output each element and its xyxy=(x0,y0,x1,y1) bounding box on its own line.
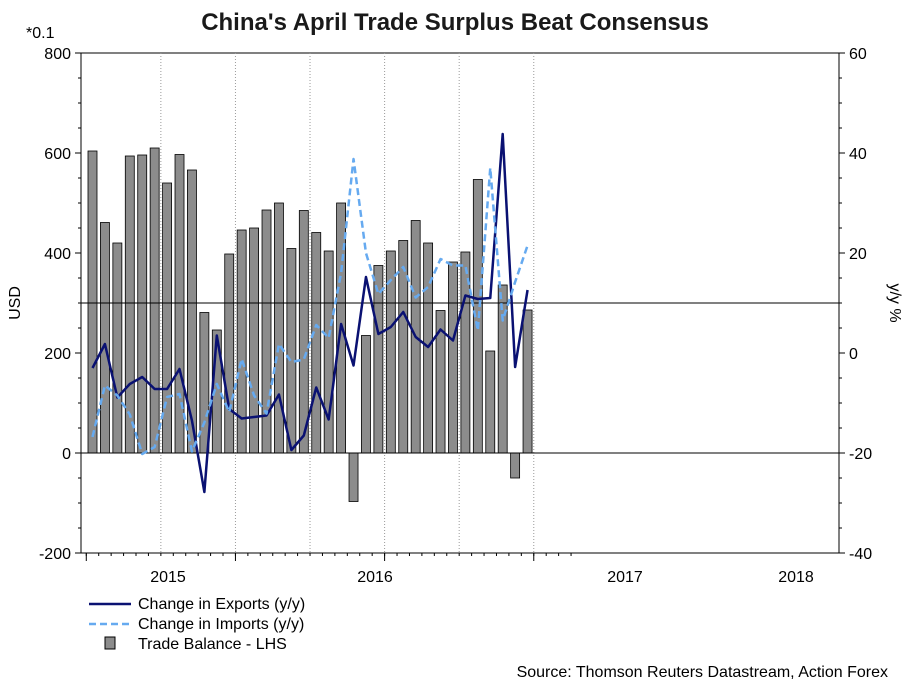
trade-balance-bar xyxy=(112,242,123,454)
trade-balance-bar xyxy=(224,253,235,454)
trade-balance-bar xyxy=(286,248,297,454)
trade-balance-bar xyxy=(348,452,359,502)
legend-imports-label: Change in Imports (y/y) xyxy=(138,616,304,633)
x-year-label: 2016 xyxy=(357,569,393,586)
right-tick-label: 0 xyxy=(849,346,858,363)
trade-balance-bar xyxy=(100,222,110,454)
trade-balance-bar xyxy=(298,210,309,454)
trade-balance-bar xyxy=(162,182,172,454)
imports-line xyxy=(91,157,529,456)
trade-balance-bar xyxy=(522,309,533,454)
legend-exports-label: Change in Exports (y/y) xyxy=(138,596,305,613)
right-axis: 60 40 20 0 -20 -40 xyxy=(839,46,872,563)
left-axis-label: USD xyxy=(7,286,24,320)
x-axis: 2015 2016 2017 2018 xyxy=(85,553,814,586)
left-tick-label: 400 xyxy=(44,246,71,263)
legend-balance-swatch xyxy=(104,636,116,650)
right-tick-label: 20 xyxy=(849,246,867,263)
trade-balance-bar xyxy=(149,147,160,454)
right-tick-label: 60 xyxy=(849,46,867,63)
trade-balance-bar xyxy=(361,335,371,454)
trade-balance-bar xyxy=(398,240,409,454)
trade-balance-bars xyxy=(87,147,533,502)
legend: Change in Exports (y/y) Change in Import… xyxy=(89,596,305,653)
x-year-label: 2018 xyxy=(778,569,814,586)
trade-balance-bar xyxy=(311,232,322,454)
trade-balance-bar xyxy=(87,150,98,454)
left-tick-label: 600 xyxy=(44,146,71,163)
left-axis: 800 600 400 200 0 -200 xyxy=(39,46,81,563)
left-tick-label: 800 xyxy=(44,46,71,63)
left-tick-label: 200 xyxy=(44,346,71,363)
source-note: Source: Thomson Reuters Datastream, Acti… xyxy=(517,664,888,681)
right-tick-label: -40 xyxy=(849,546,872,563)
x-year-label: 2017 xyxy=(607,569,643,586)
legend-balance-label: Trade Balance - LHS xyxy=(138,636,287,653)
trade-balance-bar xyxy=(448,261,458,454)
trade-balance-bar xyxy=(485,350,496,454)
change-lines xyxy=(91,132,529,494)
trade-balance-bar xyxy=(274,202,284,454)
trade-balance-bar xyxy=(323,250,334,454)
trade-balance-bar xyxy=(249,227,259,454)
chart-title: China's April Trade Surplus Beat Consens… xyxy=(201,9,709,36)
x-year-label: 2015 xyxy=(150,569,186,586)
left-axis-multiplier: *0.1 xyxy=(26,25,55,42)
trade-balance-bar xyxy=(510,452,521,479)
right-axis-label: y/y % xyxy=(886,283,903,322)
right-tick-label: -20 xyxy=(849,446,872,463)
trade-balance-bar xyxy=(373,265,384,454)
left-tick-label: 0 xyxy=(62,446,71,463)
right-tick-label: 40 xyxy=(849,146,867,163)
trade-balance-bar xyxy=(137,154,148,454)
trade-balance-bar xyxy=(124,155,135,454)
exports-line xyxy=(91,132,529,494)
left-tick-label: -200 xyxy=(39,546,71,563)
